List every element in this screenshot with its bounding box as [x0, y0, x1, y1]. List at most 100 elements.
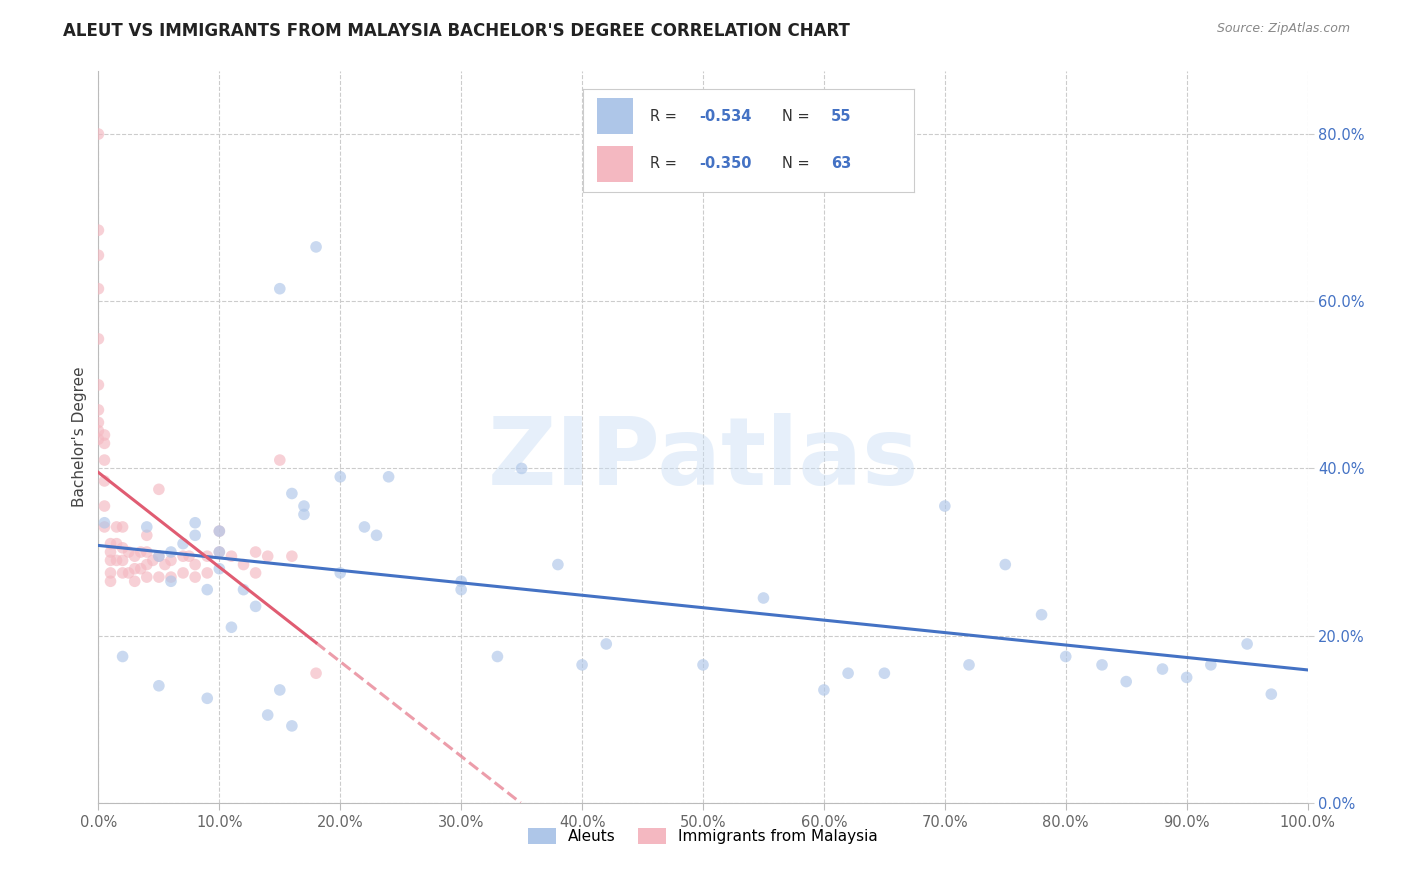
Text: -0.534: -0.534 [699, 109, 752, 124]
Point [281, 719, 304, 733]
Point [184, 570, 207, 584]
Point [87, 377, 110, 392]
Text: 55: 55 [831, 109, 852, 124]
Point [232, 558, 254, 572]
Point [93, 453, 115, 467]
Point [87, 223, 110, 237]
Point [245, 599, 267, 614]
Y-axis label: Bachelor's Degree: Bachelor's Degree [72, 367, 87, 508]
Point [124, 562, 146, 576]
Point [1175, 670, 1198, 684]
Point [281, 549, 304, 564]
Point [160, 574, 183, 589]
Point [547, 558, 569, 572]
Text: N =: N = [782, 109, 814, 124]
Point [1236, 637, 1258, 651]
Point [153, 558, 176, 572]
Point [813, 682, 835, 697]
Point [208, 545, 231, 559]
Point [111, 541, 134, 555]
Point [93, 499, 115, 513]
Point [195, 691, 218, 706]
Point [195, 582, 218, 597]
Point [135, 520, 157, 534]
Point [105, 536, 128, 550]
Point [934, 499, 956, 513]
Point [172, 536, 194, 550]
Point [256, 708, 278, 723]
Point [221, 549, 243, 564]
Point [87, 424, 110, 438]
Point [269, 453, 291, 467]
Point [111, 553, 134, 567]
Point [353, 520, 375, 534]
Point [1199, 657, 1222, 672]
Point [692, 657, 714, 672]
Point [245, 545, 267, 559]
Point [93, 428, 115, 442]
Point [129, 545, 152, 559]
Point [124, 549, 146, 564]
Point [571, 657, 593, 672]
Point [100, 566, 122, 580]
Point [148, 549, 170, 564]
Point [994, 558, 1017, 572]
Point [93, 516, 115, 530]
Point [93, 520, 115, 534]
Point [100, 574, 122, 589]
Point [269, 282, 291, 296]
Point [305, 666, 328, 681]
Point [118, 545, 141, 559]
Point [87, 127, 110, 141]
FancyBboxPatch shape [596, 98, 633, 135]
Point [486, 649, 509, 664]
Point [184, 558, 207, 572]
Point [208, 545, 231, 559]
Point [281, 486, 304, 500]
Point [245, 566, 267, 580]
Point [100, 553, 122, 567]
Point [160, 545, 183, 559]
Point [148, 549, 170, 564]
Point [129, 562, 152, 576]
Point [111, 566, 134, 580]
Point [377, 470, 399, 484]
Point [118, 566, 141, 580]
Point [1054, 649, 1077, 664]
Point [111, 520, 134, 534]
Point [93, 436, 115, 450]
Point [87, 282, 110, 296]
Point [208, 562, 231, 576]
Point [305, 240, 328, 254]
Point [93, 474, 115, 488]
Point [184, 516, 207, 530]
Point [221, 620, 243, 634]
Point [87, 332, 110, 346]
Point [172, 566, 194, 580]
Point [195, 566, 218, 580]
Point [160, 553, 183, 567]
Point [87, 248, 110, 262]
Point [160, 570, 183, 584]
Point [105, 520, 128, 534]
Point [1115, 674, 1137, 689]
Point [105, 553, 128, 567]
Point [232, 582, 254, 597]
Point [142, 553, 165, 567]
Point [87, 403, 110, 417]
Text: R =: R = [650, 109, 681, 124]
Point [873, 666, 896, 681]
Point [179, 549, 201, 564]
Text: 63: 63 [831, 156, 852, 171]
Point [329, 566, 352, 580]
Point [184, 528, 207, 542]
Text: ZIPatlas: ZIPatlas [488, 413, 918, 505]
Point [595, 637, 617, 651]
Point [135, 570, 157, 584]
Point [292, 499, 315, 513]
Point [1031, 607, 1053, 622]
Point [208, 524, 231, 538]
Point [135, 528, 157, 542]
Point [1260, 687, 1282, 701]
Point [87, 416, 110, 430]
